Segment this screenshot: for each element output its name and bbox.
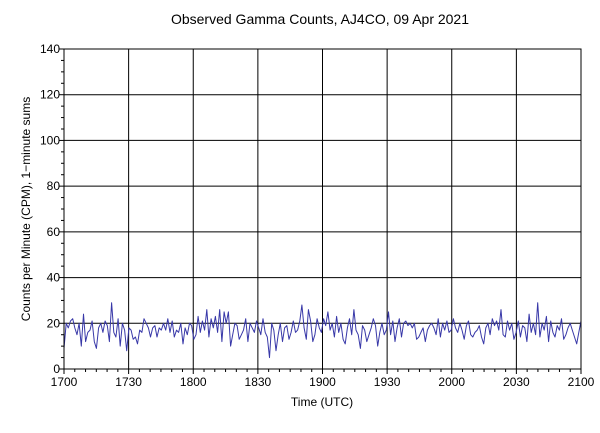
y-tick-label: 40 <box>47 271 61 285</box>
y-tick-labels: 0 20 40 60 80 100 120 140 <box>40 42 60 376</box>
y-tick-label: 120 <box>40 88 60 102</box>
plot-frame <box>63 48 582 370</box>
x-axis-label: Time (UTC) <box>291 395 353 409</box>
series-layer <box>63 302 582 359</box>
y-tick-label: 0 <box>53 362 60 376</box>
y-tick-label: 60 <box>47 225 61 239</box>
grid-lines <box>64 49 581 369</box>
x-tick-label: 2000 <box>438 375 465 389</box>
x-tick-label: 1730 <box>115 375 142 389</box>
y-tick-label: 80 <box>47 179 61 193</box>
x-tick-label: 1700 <box>51 375 78 389</box>
x-tick-labels: 1700 1730 1800 1830 1900 1930 2000 2030 2100 <box>51 375 595 389</box>
series-line <box>63 302 582 359</box>
x-tick-label: 1800 <box>180 375 207 389</box>
x-tick-label: 2030 <box>503 375 530 389</box>
x-tick-label: 1900 <box>309 375 336 389</box>
x-tick-label: 1930 <box>374 375 401 389</box>
y-tick-label: 140 <box>40 42 60 56</box>
x-tick-label: 2100 <box>568 375 595 389</box>
y-tick-label: 20 <box>47 316 61 330</box>
y-axis-label: Counts per Minute (CPM), 1−minute sums <box>19 97 33 321</box>
x-tick-label: 1830 <box>245 375 272 389</box>
chart-title: Observed Gamma Counts, AJ4CO, 09 Apr 202… <box>171 11 469 27</box>
y-tick-label: 100 <box>40 133 60 147</box>
